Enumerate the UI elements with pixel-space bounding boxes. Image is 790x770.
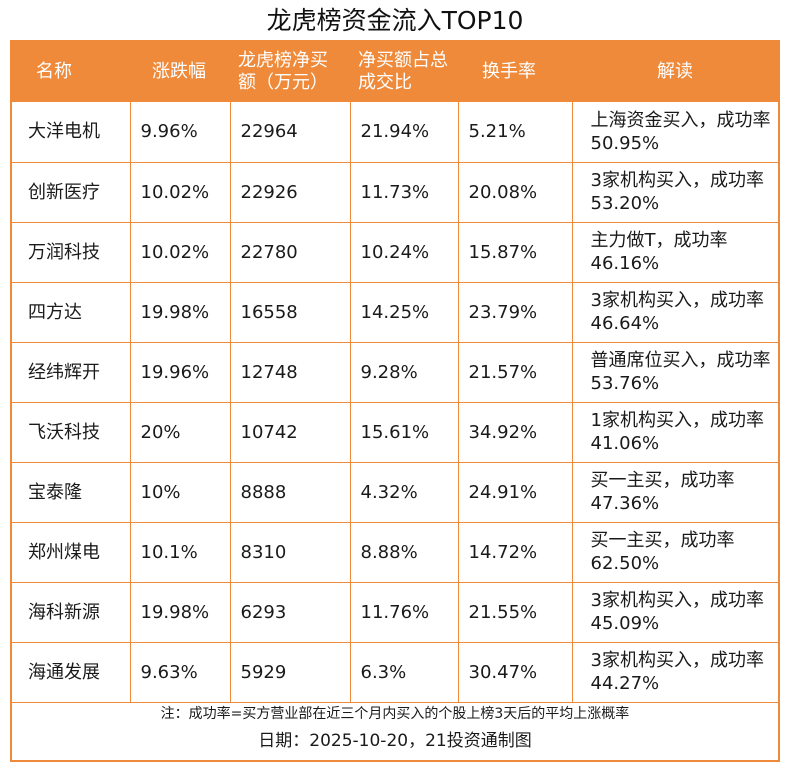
table-frame: 名称 涨跌幅 龙虎榜净买额（万元） 净买额占总成交比 换手率 解读 大洋电机 9.… bbox=[10, 40, 780, 762]
cell-net-ratio: 11.73% bbox=[350, 162, 459, 223]
cell-reading: 3家机构买入，成功率46.64% bbox=[572, 282, 778, 343]
cell-net-buy: 22780 bbox=[230, 222, 351, 283]
cell-net-buy: 6293 bbox=[230, 582, 351, 643]
cell-net-ratio: 6.3% bbox=[350, 642, 459, 703]
cell-reading: 3家机构买入，成功率44.27% bbox=[572, 642, 778, 703]
cell-change: 10% bbox=[130, 462, 231, 523]
cell-net-buy: 16558 bbox=[230, 282, 351, 343]
table-row: 经纬辉开 19.96% 12748 9.28% 21.57% 普通席位买入，成功率53.7… bbox=[12, 342, 778, 403]
cell-net-ratio: 21.94% bbox=[350, 102, 459, 163]
cell-change: 19.98% bbox=[130, 582, 231, 643]
cell-name: 海通发展 bbox=[12, 642, 131, 703]
cell-turnover: 30.47% bbox=[458, 642, 573, 703]
cell-net-ratio: 9.28% bbox=[350, 342, 459, 403]
column-header-net-buy: 龙虎榜净买额（万元） bbox=[238, 50, 328, 93]
cell-name: 大洋电机 bbox=[12, 102, 131, 163]
cell-name: 经纬辉开 bbox=[12, 342, 131, 403]
cell-change: 19.96% bbox=[130, 342, 231, 403]
cell-net-ratio: 4.32% bbox=[350, 462, 459, 523]
cell-net-ratio: 15.61% bbox=[350, 402, 459, 463]
cell-change: 20% bbox=[130, 402, 231, 463]
cell-turnover: 21.57% bbox=[458, 342, 573, 403]
cell-name: 四方达 bbox=[12, 282, 131, 343]
cell-turnover: 34.92% bbox=[458, 402, 573, 463]
cell-turnover: 14.72% bbox=[458, 522, 573, 583]
cell-turnover: 20.08% bbox=[458, 162, 573, 223]
table-row: 四方达 19.98% 16558 14.25% 23.79% 3家机构买入，成功率46.6… bbox=[12, 282, 778, 343]
dragon-tiger-table: 名称 涨跌幅 龙虎榜净买额（万元） 净买额占总成交比 换手率 解读 大洋电机 9.… bbox=[12, 42, 778, 703]
cell-reading: 普通席位买入，成功率53.76% bbox=[572, 342, 778, 403]
cell-reading: 3家机构买入，成功率53.20% bbox=[572, 162, 778, 223]
table-row: 创新医疗 10.02% 22926 11.73% 20.08% 3家机构买入，成功率53.… bbox=[12, 162, 778, 223]
cell-change: 10.02% bbox=[130, 162, 231, 223]
column-header-net-ratio: 净买额占总成交比 bbox=[358, 50, 448, 93]
cell-turnover: 24.91% bbox=[458, 462, 573, 523]
cell-reading: 1家机构买入，成功率41.06% bbox=[572, 402, 778, 463]
cell-net-ratio: 14.25% bbox=[350, 282, 459, 343]
cell-turnover: 23.79% bbox=[458, 282, 573, 343]
cell-name: 宝泰隆 bbox=[12, 462, 131, 523]
cell-change: 10.1% bbox=[130, 522, 231, 583]
cell-net-buy: 12748 bbox=[230, 342, 351, 403]
cell-net-buy: 5929 bbox=[230, 642, 351, 703]
table-row: 海通发展 9.63% 5929 6.3% 30.47% 3家机构买入，成功率44.27% bbox=[12, 642, 778, 703]
cell-net-buy: 22926 bbox=[230, 162, 351, 223]
cell-change: 10.02% bbox=[130, 222, 231, 283]
cell-turnover: 21.55% bbox=[458, 582, 573, 643]
column-header-turnover: 换手率 bbox=[482, 61, 536, 82]
footnote: 注：成功率=买方营业部在近三个月内买入的个股上榜3天后的平均上涨概率 bbox=[160, 706, 630, 722]
cell-net-buy: 8310 bbox=[230, 522, 351, 583]
cell-net-ratio: 11.76% bbox=[350, 582, 459, 643]
table-row: 海科新源 19.98% 6293 11.76% 21.55% 3家机构买入，成功率45.0… bbox=[12, 582, 778, 643]
table-row: 大洋电机 9.96% 22964 21.94% 5.21% 上海资金买入，成功率50.95… bbox=[12, 102, 778, 163]
cell-reading: 买一主买，成功率47.36% bbox=[572, 462, 778, 523]
cell-name: 海科新源 bbox=[12, 582, 131, 643]
cell-turnover: 15.87% bbox=[458, 222, 573, 283]
column-header-change: 涨跌幅 bbox=[152, 61, 206, 82]
table-body: 大洋电机 9.96% 22964 21.94% 5.21% 上海资金买入，成功率50.95… bbox=[12, 102, 778, 703]
cell-name: 郑州煤电 bbox=[12, 522, 131, 583]
column-header-name: 名称 bbox=[36, 61, 72, 82]
cell-reading: 主力做T，成功率46.16% bbox=[572, 222, 778, 283]
date-credit: 日期：2025-10-20，21投资通制图 bbox=[258, 731, 532, 751]
cell-change: 9.63% bbox=[130, 642, 231, 703]
table-header-row: 名称 涨跌幅 龙虎榜净买额（万元） 净买额占总成交比 换手率 解读 bbox=[12, 42, 778, 102]
cell-net-buy: 22964 bbox=[230, 102, 351, 163]
cell-name: 创新医疗 bbox=[12, 162, 131, 223]
cell-change: 9.96% bbox=[130, 102, 231, 163]
cell-name: 飞沃科技 bbox=[12, 402, 131, 463]
column-header-reading: 解读 bbox=[657, 61, 693, 82]
table-row: 宝泰隆 10% 8888 4.32% 24.91% 买一主买，成功率47.36% bbox=[12, 462, 778, 523]
page-title: 龙虎榜资金流入TOP10 bbox=[266, 6, 524, 35]
cell-net-buy: 8888 bbox=[230, 462, 351, 523]
cell-reading: 上海资金买入，成功率50.95% bbox=[572, 102, 778, 163]
cell-change: 19.98% bbox=[130, 282, 231, 343]
cell-net-ratio: 8.88% bbox=[350, 522, 459, 583]
cell-turnover: 5.21% bbox=[458, 102, 573, 163]
cell-net-buy: 10742 bbox=[230, 402, 351, 463]
table-row: 飞沃科技 20% 10742 15.61% 34.92% 1家机构买入，成功率41.06% bbox=[12, 402, 778, 463]
table-row: 郑州煤电 10.1% 8310 8.88% 14.72% 买一主买，成功率62.50% bbox=[12, 522, 778, 583]
cell-name: 万润科技 bbox=[12, 222, 131, 283]
table-row: 万润科技 10.02% 22780 10.24% 15.87% 主力做T，成功率46.16… bbox=[12, 222, 778, 283]
cell-reading: 买一主买，成功率62.50% bbox=[572, 522, 778, 583]
cell-net-ratio: 10.24% bbox=[350, 222, 459, 283]
cell-reading: 3家机构买入，成功率45.09% bbox=[572, 582, 778, 643]
